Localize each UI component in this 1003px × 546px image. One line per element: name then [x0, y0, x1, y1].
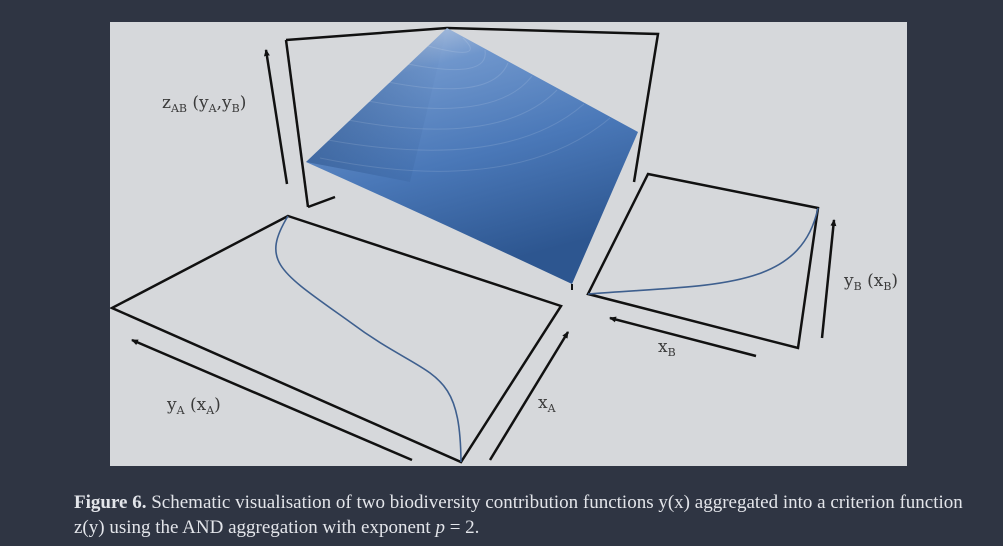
panel-yb [586, 172, 820, 350]
figure-caption: Figure 6. Schematic visualisation of two… [74, 490, 974, 540]
label-ya: yA (xA) [166, 395, 221, 417]
figure-panel: zAB (yA,yB) yA (xA) xA xB yB (xB) [110, 22, 907, 466]
surface-zab [306, 28, 638, 284]
panel-ya [110, 214, 563, 464]
arrow-xa [488, 331, 570, 461]
arrow-yb [820, 219, 837, 339]
figure-diagram: zAB (yA,yB) yA (xA) xA xB yB (xB) [110, 26, 898, 464]
figure-label: Figure 6. [74, 492, 147, 513]
back-frame [284, 26, 660, 209]
label-yb: yB (xB) [843, 271, 898, 293]
caption-text-part2: = 2. [444, 517, 480, 538]
axis-arrows [131, 49, 837, 462]
label-xb: xB [658, 337, 676, 359]
label-xa: xA [538, 393, 557, 415]
caption-exponent-symbol: p [435, 517, 445, 538]
arrow-zab [263, 49, 289, 185]
caption-text-part1: Schematic visualisation of two biodivers… [74, 492, 963, 538]
label-zab: zAB (yA,yB) [162, 93, 246, 115]
arrow-xb [609, 316, 757, 358]
curve-ya [275, 215, 462, 463]
arrow-ya [131, 338, 413, 462]
curve-yb [587, 207, 819, 295]
